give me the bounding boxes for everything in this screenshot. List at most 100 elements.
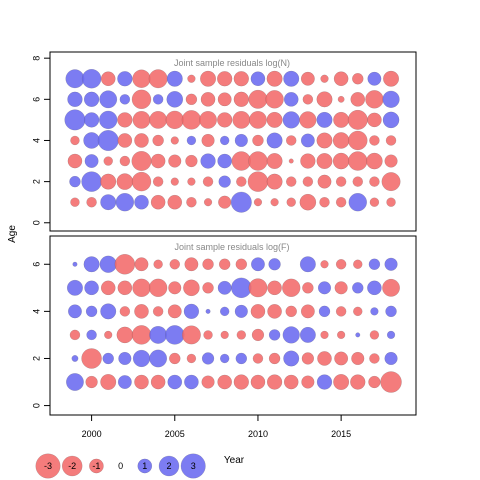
bubble-age3-2012 <box>282 326 300 344</box>
bubble-age1-2007 <box>201 375 215 389</box>
bubble-age4-2005 <box>167 304 182 319</box>
y-axis-label: Age <box>7 225 18 243</box>
bubble-age4-2016 <box>353 306 363 317</box>
bubble-age2-2001 <box>102 352 114 365</box>
bubble-age2-2000 <box>81 348 102 369</box>
bubble-age6-2016 <box>350 92 366 107</box>
bubble-age5-2008 <box>217 280 232 295</box>
bubble-age3-2003 <box>131 325 152 345</box>
bubble-age4-2009 <box>234 304 248 318</box>
bubble-age7-2006 <box>187 74 196 83</box>
bubble-age4-2018 <box>385 135 397 146</box>
bubble-age5-2016 <box>347 109 368 130</box>
bubble-age4-2008 <box>219 135 230 146</box>
bubble-age4-2013 <box>300 133 315 148</box>
bubble-age3-2004 <box>150 153 166 169</box>
bubble-age6-2001 <box>99 90 118 109</box>
bubble-age5-2009 <box>231 277 252 299</box>
bubble-age5-2003 <box>132 110 151 129</box>
bubble-age6-2014 <box>320 260 329 269</box>
bubble-age6-2001 <box>99 255 117 273</box>
bubble-age4-2006 <box>183 303 200 320</box>
bubble-age2-2008 <box>218 175 231 188</box>
bubble-age7-2013 <box>300 71 315 86</box>
bubble-age5-2000 <box>84 280 99 296</box>
bubble-age3-2003 <box>131 151 152 172</box>
bubble-age6-2005 <box>166 91 184 108</box>
bubble-age2-2010 <box>247 171 269 192</box>
bubble-age7-2002 <box>117 71 133 87</box>
bubble-age6-2007 <box>202 258 214 270</box>
bubble-age6-2017 <box>365 90 384 109</box>
bubble-age3-2018 <box>386 330 396 340</box>
bubble-age6-2009 <box>235 258 248 270</box>
panel-title: Joint sample residuals log(F) <box>174 242 289 252</box>
bubble-age5-2016 <box>352 282 364 294</box>
x-tick-label: 2015 <box>331 429 351 439</box>
bubble-age4-2012 <box>285 135 297 146</box>
bubble-age3-2008 <box>217 153 233 169</box>
bubble-age4-2010 <box>252 134 264 147</box>
bubble-age4-2013 <box>300 304 315 319</box>
bubble-age1-2014 <box>316 374 333 390</box>
bubble-age3-2001 <box>104 330 113 340</box>
bubble-age4-2009 <box>234 133 248 148</box>
bubble-age3-2015 <box>337 330 346 340</box>
bubble-age7-2015 <box>333 71 349 87</box>
bubble-age6-2003 <box>131 89 152 110</box>
bubble-age6-2004 <box>153 259 163 269</box>
bubble-age5-2012 <box>282 111 300 129</box>
bubble-age7-2008 <box>217 71 233 87</box>
legend-label: -1 <box>92 461 100 471</box>
bubble-age5-2017 <box>367 280 382 296</box>
bubble-age6-1999 <box>72 261 78 267</box>
bubble-age6-2013 <box>302 94 314 105</box>
bubble-age6-2016 <box>353 259 363 269</box>
bubble-age3-2017 <box>366 152 383 170</box>
bubble-age6-2018 <box>384 257 398 271</box>
legend-label: -2 <box>68 461 76 471</box>
bubble-age2-2007 <box>202 176 214 187</box>
panel-2: Joint sample residuals log(F) 0 2 4 6 <box>31 235 417 416</box>
bubble-age1-2017 <box>369 197 380 207</box>
y-tick-label: 6 <box>31 97 41 102</box>
bubble-age3-2000 <box>84 154 99 169</box>
bubble-age3-2008 <box>220 330 229 340</box>
bubble-age7-2007 <box>200 70 217 87</box>
bubble-age5-2014 <box>317 281 332 295</box>
bubble-age4-2001 <box>100 303 117 320</box>
bubble-age6-2008 <box>217 92 232 107</box>
bubble-age2-2015 <box>334 351 349 366</box>
bubble-age1-2018 <box>386 197 396 207</box>
bubble-age3-2014 <box>320 330 329 340</box>
bubble-age2-2003 <box>131 171 152 192</box>
bubble-age2-2005 <box>170 177 179 186</box>
bubble-age4-1999 <box>67 304 82 319</box>
bubble-age6-2017 <box>368 258 381 270</box>
x-tick-label: 2005 <box>165 429 185 439</box>
bubble-age4-2000 <box>85 305 98 318</box>
bubble-age6-2011 <box>265 90 284 109</box>
bubble-age5-2014 <box>316 111 333 128</box>
bubble-age5-2007 <box>202 282 214 294</box>
bubble-age2-2011 <box>266 173 283 190</box>
bubble-age3-1999 <box>67 153 83 169</box>
bubble-age1-2012 <box>286 197 296 207</box>
bubble-age6-2015 <box>337 95 345 103</box>
x-tick-label: 2010 <box>248 429 268 439</box>
y-tick-label: 0 <box>31 403 41 408</box>
bubble-age5-2002 <box>117 112 133 128</box>
bubble-age1-2000 <box>86 196 97 208</box>
y-tick-label: 8 <box>31 56 41 61</box>
bubble-age6-2000 <box>83 256 100 273</box>
bubble-age1-2010 <box>250 374 266 390</box>
bubble-age4-2008 <box>219 306 230 317</box>
bubble-age1-2004 <box>150 194 166 210</box>
bubble-age1-2009 <box>233 374 249 390</box>
y-tick-label: 0 <box>31 220 41 225</box>
size-legend: -3 -2 -1 0 1 2 3 <box>35 453 206 479</box>
bubble-age6-2012 <box>283 92 299 107</box>
bubble-age2-2012 <box>283 350 300 367</box>
legend-bubble <box>35 453 61 479</box>
bubble-age4-2018 <box>385 305 397 318</box>
